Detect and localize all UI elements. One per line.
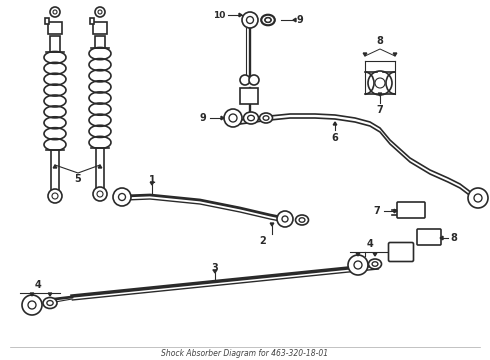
- Circle shape: [119, 194, 125, 201]
- Polygon shape: [30, 293, 34, 296]
- Polygon shape: [293, 18, 296, 22]
- Text: 7: 7: [377, 105, 383, 115]
- Polygon shape: [333, 122, 337, 125]
- Text: 10: 10: [213, 10, 225, 19]
- Polygon shape: [394, 209, 397, 213]
- Polygon shape: [373, 253, 377, 256]
- Ellipse shape: [372, 262, 378, 266]
- Polygon shape: [363, 53, 367, 56]
- Ellipse shape: [43, 297, 57, 309]
- Circle shape: [242, 12, 258, 28]
- Circle shape: [348, 255, 368, 275]
- Text: 4: 4: [367, 239, 373, 249]
- Circle shape: [240, 75, 250, 85]
- Ellipse shape: [368, 259, 382, 269]
- Text: 3: 3: [212, 263, 219, 273]
- Ellipse shape: [261, 14, 275, 26]
- FancyBboxPatch shape: [417, 229, 441, 245]
- Text: 6: 6: [332, 133, 339, 143]
- Circle shape: [468, 188, 488, 208]
- FancyBboxPatch shape: [389, 243, 414, 261]
- Ellipse shape: [47, 301, 53, 306]
- Bar: [93, 22, 107, 34]
- Circle shape: [246, 17, 253, 23]
- Circle shape: [229, 114, 237, 122]
- Bar: [90, 18, 94, 24]
- Bar: [240, 88, 258, 104]
- Circle shape: [249, 75, 259, 85]
- Ellipse shape: [247, 115, 254, 121]
- Circle shape: [22, 295, 42, 315]
- Bar: [95, 36, 105, 48]
- Circle shape: [113, 188, 131, 206]
- Ellipse shape: [262, 15, 274, 25]
- Polygon shape: [48, 293, 52, 296]
- Text: 4: 4: [35, 280, 41, 290]
- Polygon shape: [378, 93, 382, 96]
- Text: 1: 1: [148, 175, 155, 185]
- Text: 5: 5: [74, 174, 81, 184]
- Polygon shape: [239, 13, 242, 17]
- Circle shape: [224, 109, 242, 127]
- Bar: [48, 22, 62, 34]
- Text: 8: 8: [376, 36, 384, 46]
- Circle shape: [50, 7, 60, 17]
- Text: 9: 9: [199, 113, 206, 123]
- Circle shape: [375, 78, 385, 88]
- Ellipse shape: [295, 215, 309, 225]
- Circle shape: [48, 189, 62, 203]
- Circle shape: [354, 261, 362, 269]
- Circle shape: [52, 193, 58, 199]
- Circle shape: [53, 10, 57, 14]
- Polygon shape: [440, 236, 443, 240]
- Ellipse shape: [263, 116, 269, 120]
- Text: 9: 9: [296, 15, 303, 25]
- Polygon shape: [356, 253, 360, 256]
- Polygon shape: [270, 223, 274, 226]
- Polygon shape: [98, 165, 102, 168]
- FancyBboxPatch shape: [397, 202, 425, 218]
- Circle shape: [28, 301, 36, 309]
- Bar: [50, 36, 60, 52]
- Ellipse shape: [265, 18, 271, 22]
- Circle shape: [282, 216, 288, 222]
- Circle shape: [277, 211, 293, 227]
- Circle shape: [98, 10, 102, 14]
- Polygon shape: [221, 116, 224, 120]
- Text: 8: 8: [451, 233, 458, 243]
- Text: 7: 7: [374, 206, 380, 216]
- Bar: [96, 148, 104, 188]
- Circle shape: [95, 7, 105, 17]
- Polygon shape: [213, 270, 217, 273]
- Ellipse shape: [265, 18, 271, 22]
- Circle shape: [368, 71, 392, 95]
- Polygon shape: [53, 165, 57, 168]
- Circle shape: [93, 187, 107, 201]
- Polygon shape: [393, 53, 397, 56]
- Bar: [51, 150, 59, 190]
- Ellipse shape: [244, 112, 259, 124]
- Polygon shape: [150, 182, 154, 185]
- Ellipse shape: [260, 113, 272, 123]
- Circle shape: [97, 191, 103, 197]
- Bar: [45, 18, 49, 24]
- Text: Shock Absorber Diagram for 463-320-18-01: Shock Absorber Diagram for 463-320-18-01: [161, 350, 329, 359]
- Ellipse shape: [299, 218, 305, 222]
- Circle shape: [474, 194, 482, 202]
- Text: 2: 2: [260, 236, 267, 246]
